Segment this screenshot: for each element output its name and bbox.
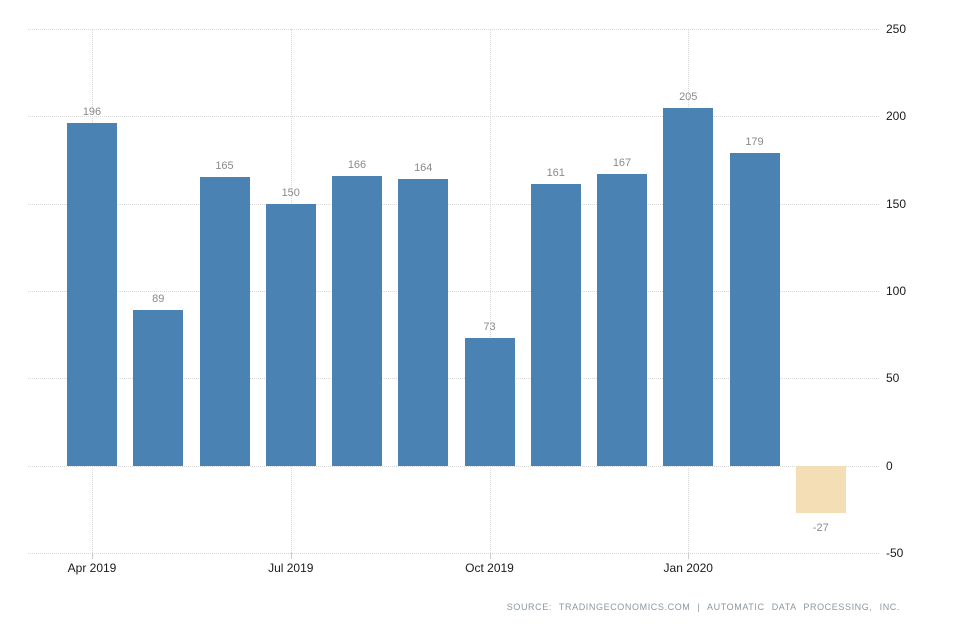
bar-value-label-jul-2019: 150 xyxy=(281,186,300,199)
gridline-h-50 xyxy=(28,378,879,380)
gridline-h-0 xyxy=(28,465,879,467)
bar-jun-2019[interactable] xyxy=(199,177,250,466)
x-axis-tick-oct-2019 xyxy=(489,553,491,559)
x-axis-label-apr-2019: Apr 2019 xyxy=(67,561,117,575)
bar-feb-2020[interactable] xyxy=(729,153,780,466)
gridline-h-200 xyxy=(28,116,879,118)
x-axis-label-oct-2019: Oct 2019 xyxy=(465,561,514,575)
source-attribution: SOURCE: TRADINGECONOMICS.COM | AUTOMATIC… xyxy=(506,602,900,612)
y-axis-label-200: 200 xyxy=(886,109,907,124)
bar-oct-2019[interactable] xyxy=(464,338,515,466)
bar-mar-2020[interactable] xyxy=(795,465,846,513)
bar-dec-2019[interactable] xyxy=(597,173,647,466)
bar-value-label-feb-2020: 179 xyxy=(745,136,764,148)
bar-value-label-apr-2019: 196 xyxy=(82,106,102,119)
gridline-v-oct-2019 xyxy=(489,29,491,553)
bar-apr-2019[interactable] xyxy=(67,123,117,466)
bar-aug-2019[interactable] xyxy=(332,175,382,466)
bar-jan-2020[interactable] xyxy=(663,107,714,466)
y-axis-label-150: 150 xyxy=(886,196,907,211)
x-axis-label-jul-2019: Jul 2019 xyxy=(268,561,314,575)
gridline-h-150 xyxy=(28,203,879,205)
bar-value-label-oct-2019: 73 xyxy=(483,321,496,334)
bar-nov-2019[interactable] xyxy=(530,184,581,466)
bar-value-label-may-2019: 89 xyxy=(152,293,165,306)
y-axis-label-100: 100 xyxy=(886,284,907,298)
y-axis-label--50: -50 xyxy=(886,546,904,560)
bar-value-label-mar-2020: -27 xyxy=(812,521,829,534)
bar-value-label-jun-2019: 165 xyxy=(215,160,234,173)
bar-value-label-dec-2019: 167 xyxy=(612,156,632,169)
y-axis-label-50: 50 xyxy=(886,371,900,386)
bar-value-label-jan-2020: 205 xyxy=(679,90,698,103)
x-axis-tick-apr-2019 xyxy=(92,553,93,559)
bar-may-2019[interactable] xyxy=(133,310,184,466)
x-axis-tick-jan-2020 xyxy=(688,553,690,559)
gridline-h-100 xyxy=(28,291,879,292)
bar-value-label-aug-2019: 166 xyxy=(347,158,367,171)
y-axis-label-0: 0 xyxy=(886,458,893,473)
gridline-h-250 xyxy=(28,29,879,30)
x-axis-label-jan-2020: Jan 2020 xyxy=(663,561,713,575)
bar-sep-2019[interactable] xyxy=(398,179,449,466)
bar-value-label-sep-2019: 164 xyxy=(414,162,433,175)
x-axis-tick-jul-2019 xyxy=(290,553,292,559)
gridline-h--50 xyxy=(28,553,879,554)
bar-jul-2019[interactable] xyxy=(265,203,316,466)
bar-value-label-nov-2019: 161 xyxy=(546,167,565,180)
y-axis-label-250: 250 xyxy=(886,22,907,36)
